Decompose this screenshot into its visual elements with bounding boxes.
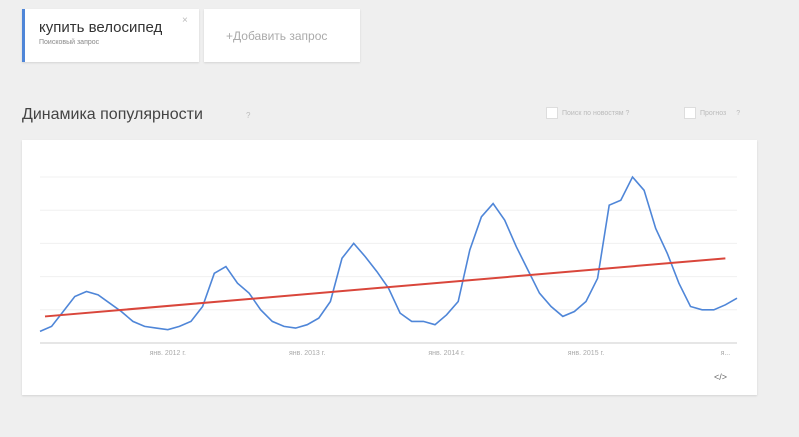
help-icon[interactable]: ? xyxy=(625,109,630,117)
search-term: купить велосипед xyxy=(39,19,163,36)
chart-card xyxy=(22,140,757,395)
x-tick-label: янв. 2013 г. xyxy=(289,350,325,357)
checkbox[interactable] xyxy=(546,107,558,119)
option-label: Поиск по новостям xyxy=(562,109,624,117)
trendline xyxy=(44,257,726,318)
x-tick-label: я... xyxy=(721,350,731,357)
help-icon[interactable]: ? xyxy=(736,109,741,117)
search-subtitle: Поисковый запрос xyxy=(39,39,100,46)
section-title: Динамика популярности xyxy=(22,106,203,123)
search-card[interactable]: купить велосипед Поисковый запрос × xyxy=(22,9,199,62)
x-tick-label: янв. 2015 г. xyxy=(568,350,604,357)
x-tick-label: янв. 2014 г. xyxy=(428,350,464,357)
option-label: Прогноз xyxy=(700,109,727,117)
news-option[interactable]: Поиск по новостям ? xyxy=(546,107,629,119)
trend-line xyxy=(39,175,738,333)
checkbox[interactable] xyxy=(684,107,696,119)
embed-button[interactable]: </> xyxy=(714,372,728,382)
help-icon[interactable]: ? xyxy=(246,111,251,120)
x-tick-label: янв. 2012 г. xyxy=(150,350,186,357)
close-button[interactable]: × xyxy=(182,15,188,26)
add-query[interactable]: +Добавить запрос xyxy=(226,29,328,43)
forecast-option[interactable]: Прогноз ? xyxy=(684,107,740,119)
add-query-card[interactable]: +Добавить запрос xyxy=(204,9,360,62)
